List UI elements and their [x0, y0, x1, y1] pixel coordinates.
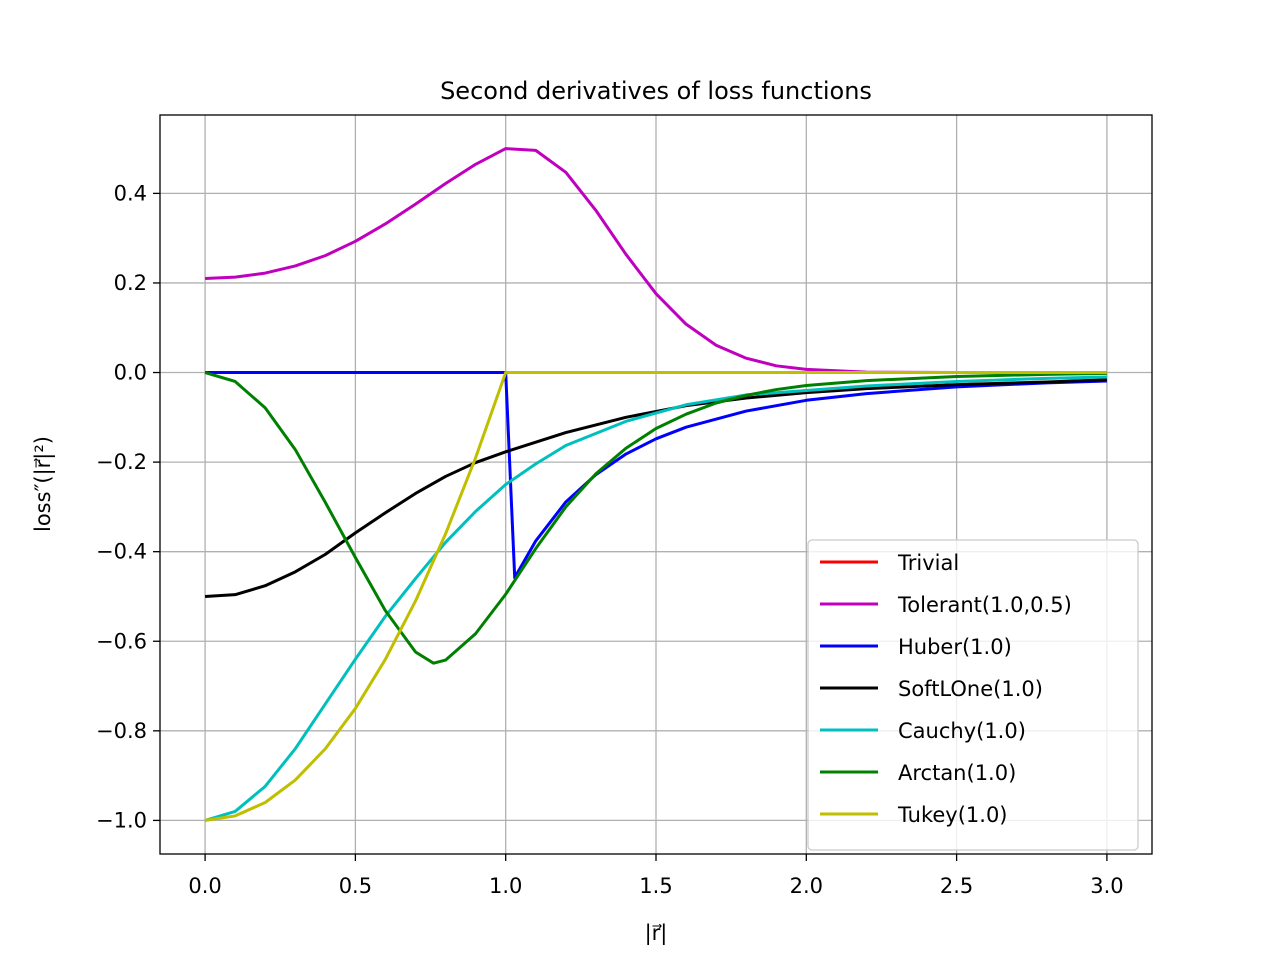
y-tick-label: 0.0 [114, 361, 147, 385]
plot-lines [204, 147, 1107, 822]
y-tick-label: −1.0 [96, 808, 147, 832]
x-tick-label: 2.0 [790, 874, 823, 898]
x-tick-label: 0.0 [188, 874, 221, 898]
legend-label-trivial: Trivial [897, 551, 959, 575]
x-tick-label: 1.5 [639, 874, 672, 898]
x-tick-label: 3.0 [1090, 874, 1123, 898]
y-tick-label: −0.6 [96, 629, 147, 653]
y-tick-label: −0.2 [96, 450, 147, 474]
legend-box [807, 539, 1139, 851]
series-line-softlone-1-0 [205, 378, 1107, 598]
y-tick-label: −0.8 [96, 719, 147, 743]
x-tick-label: 0.5 [339, 874, 372, 898]
y-tick-label: −0.4 [96, 540, 147, 564]
x-tick-label: 1.0 [489, 874, 522, 898]
series-line-tolerant-1-0-0-5 [205, 147, 1107, 375]
x-tick-label: 2.5 [940, 874, 973, 898]
y-tick-label: 0.2 [114, 271, 147, 295]
y-axis-label: loss″(|r⃗|²) [31, 436, 56, 532]
legend-label-huber-1-0: Huber(1.0) [898, 635, 1012, 659]
series-line-huber-1-0 [205, 371, 1107, 580]
y-tick-label: 0.4 [114, 181, 147, 205]
series-line-tukey-1-0 [204, 371, 1107, 822]
x-axis-label: |r⃗| [645, 921, 668, 946]
legend-label-arctan-1-0: Arctan(1.0) [898, 761, 1016, 785]
axis-ticks: 0.0 0.5 1.0 1.5 2.0 2.5 3.0 0.4 0.2 0.0 −0.2 −0.4 −0… [96, 181, 1124, 898]
legend-label-tukey-1-0: Tukey(1.0) [897, 803, 1008, 827]
legend-label-cauchy-1-0: Cauchy(1.0) [898, 719, 1026, 743]
series-line-arctan-1-0 [204, 371, 1107, 665]
chart-title: Second derivatives of loss functions [440, 77, 872, 105]
legend-label-tolerant-1-0-0-5: Tolerant(1.0,0.5) [897, 593, 1072, 617]
legend-label-softlone-1-0: SoftLOne(1.0) [898, 677, 1043, 701]
legend: Trivial Tolerant(1.0,0.5) Huber(1.0) SoftLO… [807, 539, 1139, 851]
series-line-cauchy-1-0 [204, 375, 1107, 822]
